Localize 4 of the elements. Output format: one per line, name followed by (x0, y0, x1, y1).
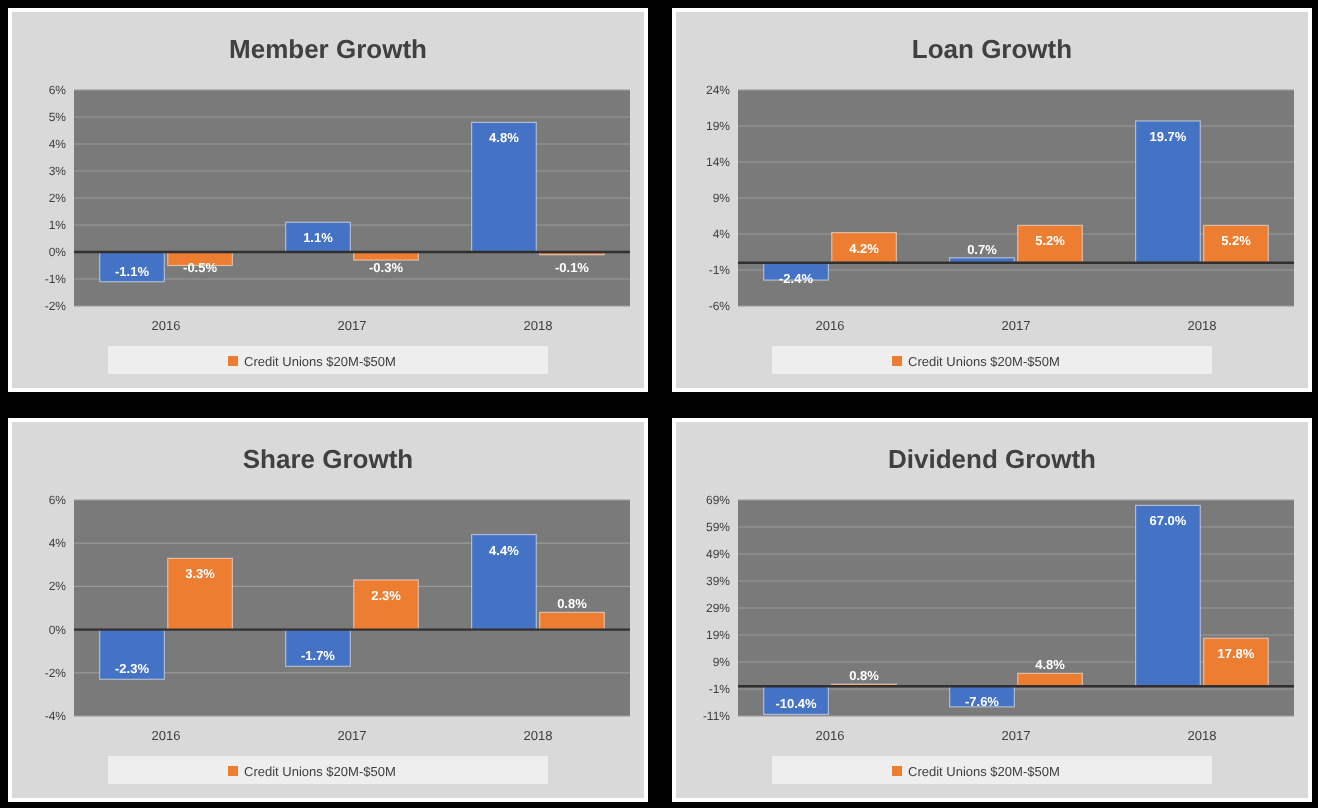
chart-title: Loan Growth (911, 34, 1073, 64)
chart-title: Share Growth (242, 444, 414, 474)
chart-title: Member Growth (229, 34, 428, 64)
chart-title: Dividend Growth (888, 444, 1097, 474)
